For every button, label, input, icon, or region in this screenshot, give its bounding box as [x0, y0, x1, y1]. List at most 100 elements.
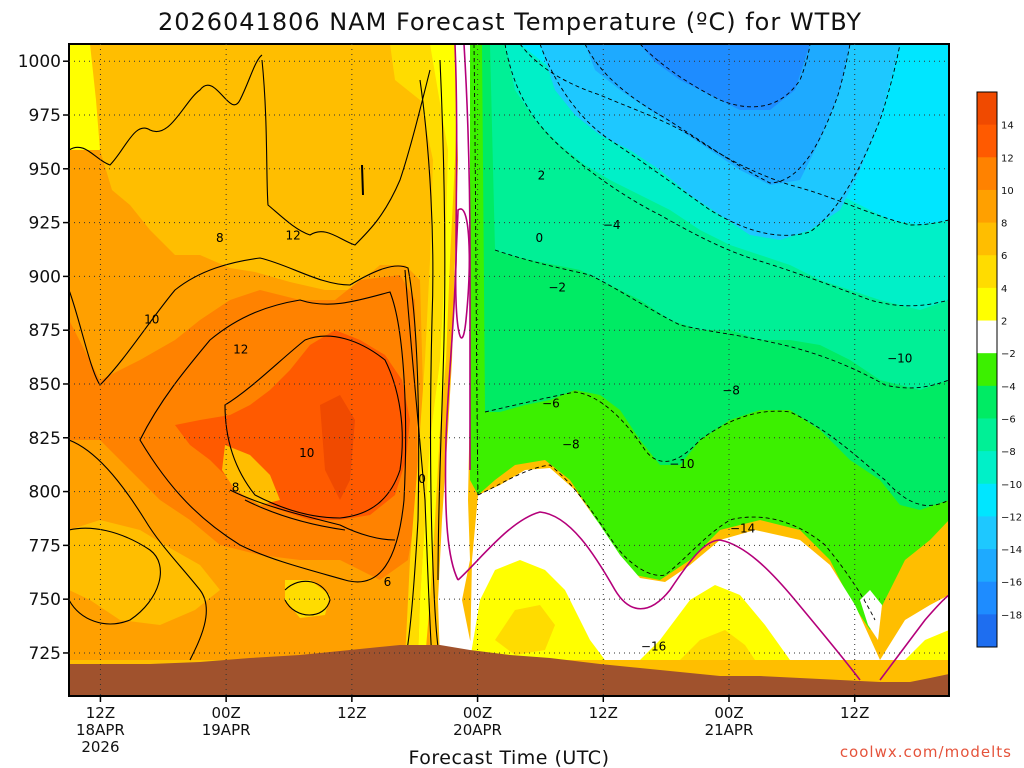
contour-line [261, 59, 431, 246]
colorbar-swatch [977, 222, 997, 256]
x-tick-label: 00Z [714, 704, 743, 722]
colorbar-label: −18 [1001, 610, 1022, 621]
plot-frame [68, 43, 950, 697]
grid [69, 44, 949, 696]
contour-line [69, 257, 420, 661]
colorbar-swatch [977, 255, 997, 289]
colorbar-label: 8 [1001, 219, 1007, 230]
contour-label: 0 [536, 231, 544, 245]
contour-line [504, 44, 949, 307]
contour-line [539, 44, 901, 236]
x-tick-label: 12Z [337, 704, 366, 722]
contour-line [69, 527, 161, 625]
colorbar-swatch [977, 320, 997, 354]
contour-label: −8 [722, 384, 740, 398]
y-axis: 725 750 775 800 825 850 875 900 925 950 975 1000 [18, 52, 69, 664]
contour-label: 12 [286, 229, 301, 243]
contour-line [69, 439, 207, 661]
colorbar: 14 12 10 8 6 4 2 −2 −4 −6 −8 −10 −12 −14 −16 −18 [976, 91, 1022, 648]
colorbar-swatch [977, 451, 997, 485]
field-lower-left [69, 520, 220, 625]
credit-text: coolwx.com/modelts [840, 743, 1012, 761]
colorbar-swatch [977, 614, 997, 648]
y-tick-label: 900 [29, 267, 61, 287]
x-tick-label: 12Z [840, 704, 869, 722]
y-tick-label: 825 [29, 429, 61, 449]
chart-title: 2026041806 NAM Forecast Temperature (ºC)… [158, 8, 862, 36]
contour-line [437, 59, 446, 581]
contour-label: −8 [562, 437, 580, 451]
colorbar-label: 10 [1001, 186, 1014, 197]
contour-label: 8 [232, 480, 240, 494]
colorbar-label: 12 [1001, 153, 1014, 164]
colorbar-swatch [977, 516, 997, 550]
colorbar-swatch [977, 353, 997, 387]
colorbar-label: −10 [1001, 480, 1022, 491]
colorbar-swatch [977, 124, 997, 158]
contour-label: −16 [641, 640, 666, 654]
contour-line [139, 291, 407, 583]
y-tick-label: 725 [29, 644, 61, 664]
field-lower-right-yellow [905, 630, 949, 660]
colorbar-label: −16 [1001, 578, 1022, 589]
colorbar-label: 14 [1001, 121, 1014, 132]
contour-label: 2 [538, 168, 546, 182]
colorbar-swatch [977, 157, 997, 191]
contour-line [284, 580, 331, 616]
contour-line [444, 44, 459, 581]
contour-line [584, 44, 851, 184]
x-tick-label: 12Z [86, 704, 115, 722]
field-zero-band [438, 44, 482, 660]
colorbar-label: −14 [1001, 545, 1022, 556]
colorbar-label: 4 [1001, 284, 1007, 295]
contour-line [494, 249, 949, 389]
field-pocket-b [320, 395, 355, 500]
colorbar-label: −6 [1001, 414, 1016, 425]
x-tick-label: 20APR [453, 721, 502, 739]
contour-line [519, 44, 949, 226]
contour-line [224, 335, 403, 519]
contour-label: 6 [384, 575, 392, 589]
colorbar-swatch [977, 483, 997, 517]
x-tick-label: 12Z [589, 704, 618, 722]
colorbar-swatch [977, 189, 997, 224]
temperature-field [69, 44, 949, 696]
contour-line [361, 164, 364, 196]
x-tick-label: 00Z [463, 704, 492, 722]
contour-label: 10 [144, 313, 159, 327]
colorbar-label: 6 [1001, 251, 1007, 262]
colorbar-swatch [977, 92, 997, 126]
contour-label: 0 [418, 472, 426, 486]
field-lower-yellow-c [640, 585, 790, 660]
colorbar-label: −12 [1001, 512, 1022, 523]
contour-line [244, 499, 346, 531]
y-tick-label: 850 [29, 375, 61, 395]
contour-label: −10 [669, 457, 694, 471]
contour-label: −10 [887, 351, 912, 365]
y-tick-label: 750 [29, 590, 61, 610]
contour-label: −4 [603, 218, 621, 232]
x-tick-label: 21APR [705, 721, 754, 739]
contour-label: 12 [233, 343, 248, 357]
y-tick-label: 925 [29, 214, 61, 234]
contour-label: 10 [299, 446, 314, 460]
colorbar-label: 2 [1001, 317, 1007, 328]
colorbar-swatch [977, 581, 997, 615]
contour-line [473, 44, 479, 496]
y-tick-label: 950 [29, 160, 61, 180]
contour-line [69, 54, 263, 166]
colorbar-label: −4 [1001, 382, 1016, 393]
contour-line [454, 208, 471, 339]
x-tick-label: 18APR [76, 721, 125, 739]
field-pocket-a [222, 445, 280, 505]
y-tick-label: 800 [29, 483, 61, 503]
colorbar-swatch [977, 385, 997, 419]
contour-label: −2 [548, 280, 566, 294]
field-cold-minus18 [640, 44, 810, 110]
x-tick-label: 00Z [211, 704, 240, 722]
warm-contours [69, 54, 446, 661]
colorbar-swatch [977, 549, 997, 583]
contour-line [404, 269, 433, 661]
